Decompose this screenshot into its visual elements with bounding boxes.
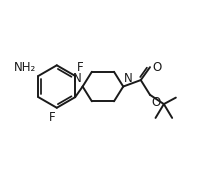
Text: F: F (77, 61, 84, 74)
Text: O: O (152, 61, 161, 74)
Text: F: F (49, 111, 55, 124)
Text: N: N (73, 72, 82, 85)
Text: N: N (124, 72, 133, 85)
Text: NH₂: NH₂ (14, 61, 36, 74)
Text: O: O (151, 96, 160, 109)
